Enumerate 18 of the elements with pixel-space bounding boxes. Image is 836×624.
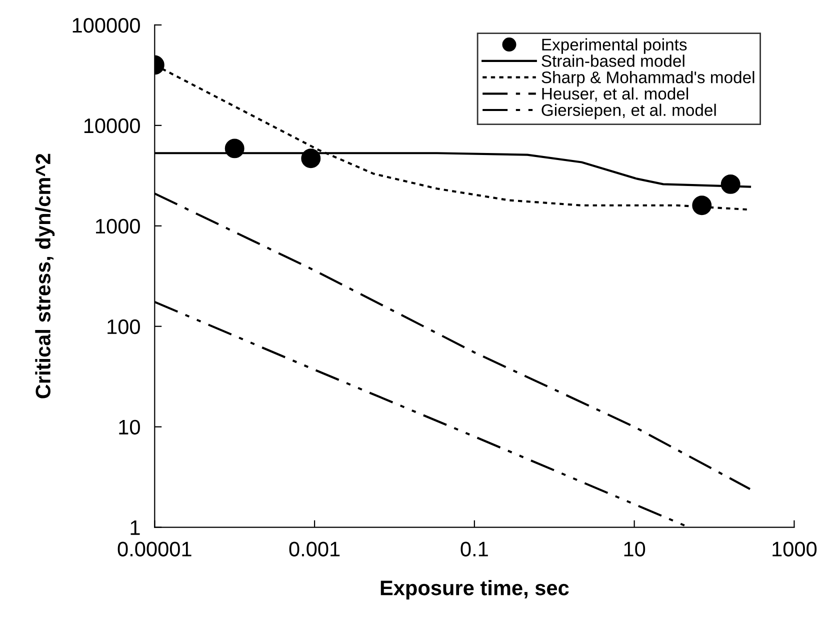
y-tick-label: 1000 — [96, 218, 140, 234]
legend-label: Heuser, et al. model — [542, 87, 688, 102]
legend-label: Strain-based model — [542, 54, 684, 67]
legend-label: Experimental points — [542, 38, 687, 54]
y-tick-label: 10000 — [84, 118, 140, 134]
legend-label: Giersiepen, et al. model — [542, 104, 716, 120]
x-tick-label: 1000 — [772, 542, 817, 556]
x-axis-title: Exposure time, sec — [380, 580, 569, 600]
legend-label: Sharp & Mohammad's model — [542, 71, 754, 87]
x-tick-label: 0.1 — [460, 542, 488, 556]
y-tick-label: 100 — [108, 319, 140, 334]
y-tick-label: 100000 — [72, 18, 140, 33]
x-tick-label: 10 — [624, 542, 646, 556]
y-tick-label: 1 — [130, 520, 140, 535]
y-axis-title: Critical stress, dyn/cm^2 — [35, 154, 55, 398]
y-tick-label: 10 — [119, 420, 140, 435]
x-tick-label: 0.00001 — [118, 542, 192, 556]
x-tick-label: 0.001 — [289, 542, 340, 556]
